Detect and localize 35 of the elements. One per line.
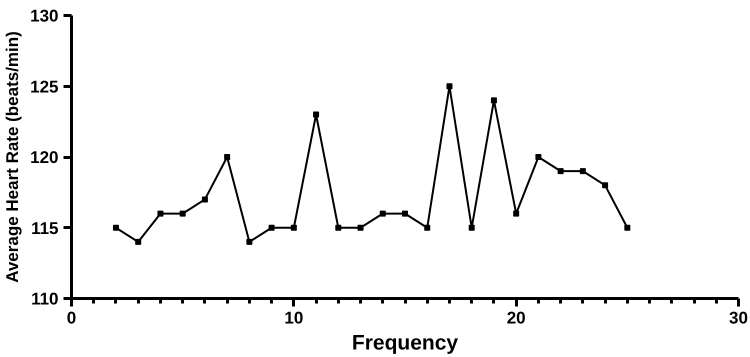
y-tick-label: 125 xyxy=(30,77,59,96)
point xyxy=(112,224,119,231)
x-tick-label: 30 xyxy=(729,308,748,328)
x-axis-title: Frequency xyxy=(352,332,458,354)
point xyxy=(535,154,542,160)
x-tick-label: 0 xyxy=(66,308,76,328)
point xyxy=(180,210,186,217)
point xyxy=(402,210,408,217)
point xyxy=(468,224,475,231)
y-tick-label: 120 xyxy=(30,148,59,167)
point xyxy=(424,224,430,231)
x-tick-label: 10 xyxy=(284,308,304,328)
point xyxy=(246,238,252,245)
point xyxy=(290,224,297,231)
y-tick-label: 115 xyxy=(31,218,59,238)
point xyxy=(313,112,320,118)
point xyxy=(580,168,586,174)
point xyxy=(157,210,164,217)
x-tick-label: 20 xyxy=(506,308,526,328)
point xyxy=(358,224,364,231)
point xyxy=(490,97,497,104)
point xyxy=(224,154,230,160)
point xyxy=(380,210,386,217)
y-tick-label: 130 xyxy=(30,6,59,26)
point xyxy=(558,168,564,174)
y-axis-title: Average Heart Rate (beats/min) xyxy=(3,31,22,283)
point xyxy=(446,83,452,90)
point xyxy=(602,182,608,188)
y-tick-label: 110 xyxy=(31,290,59,308)
point xyxy=(335,224,342,231)
point xyxy=(135,238,142,245)
point xyxy=(202,196,208,202)
point xyxy=(624,224,630,231)
point xyxy=(268,224,275,231)
point xyxy=(513,210,520,217)
